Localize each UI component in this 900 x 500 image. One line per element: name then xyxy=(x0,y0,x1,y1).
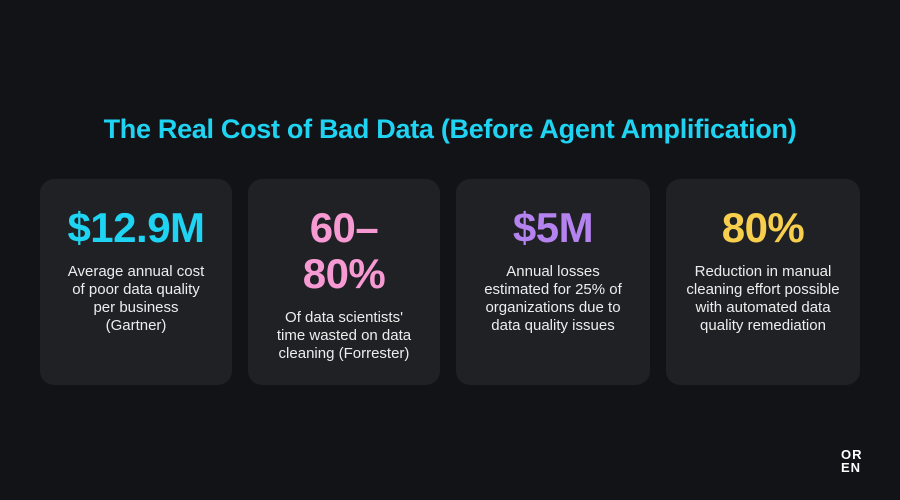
stat-cards: $12.9M Average annual cost of poor data … xyxy=(40,179,860,385)
stat-value: $5M xyxy=(512,204,594,251)
stat-description: Reduction in manual cleaning effort poss… xyxy=(686,263,840,334)
stat-card-annual-losses: $5M Annual losses estimated for 25% of o… xyxy=(456,179,650,385)
stat-value: 80% xyxy=(721,204,805,251)
stat-value: $12.9M xyxy=(67,204,205,251)
logo-line-1: OR xyxy=(841,447,863,462)
page-title: The Real Cost of Bad Data (Before Agent … xyxy=(103,114,797,144)
stat-card-time-wasted: 60–80% Of data scientists' time wasted o… xyxy=(248,179,440,385)
stat-description: Of data scientists' time wasted on data … xyxy=(276,309,412,362)
stat-card-effort-reduction: 80% Reduction in manual cleaning effort … xyxy=(666,179,860,385)
stat-description: Average annual cost of poor data quality… xyxy=(67,263,205,334)
logo-line-2: EN xyxy=(841,460,862,475)
stat-description: Annual losses estimated for 25% of organ… xyxy=(484,263,622,334)
stat-value: 60–80% xyxy=(302,204,386,297)
oren-logo: OR EN xyxy=(841,448,873,474)
stat-card-cost-per-business: $12.9M Average annual cost of poor data … xyxy=(40,179,232,385)
